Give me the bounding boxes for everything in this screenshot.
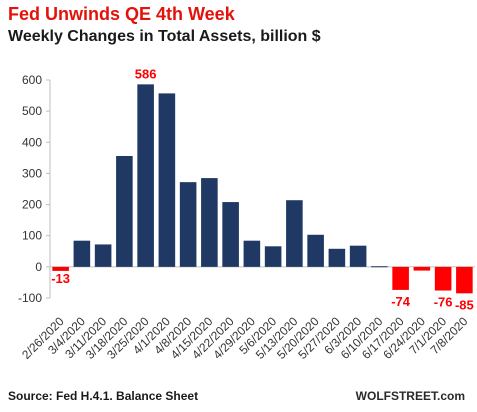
bar	[116, 155, 133, 267]
data-label: -74	[391, 294, 411, 309]
bar	[179, 182, 197, 267]
bar	[158, 93, 176, 267]
bar	[137, 84, 154, 267]
bar	[392, 266, 409, 290]
bar	[307, 234, 324, 267]
source-note: Source: Fed H.4.1. Balance Sheet	[8, 389, 199, 403]
data-label: 586	[135, 66, 157, 81]
data-label: -85	[455, 297, 474, 312]
bar	[264, 246, 282, 267]
bar	[243, 240, 261, 267]
bar	[73, 240, 91, 267]
y-tick-label: 400	[22, 135, 42, 149]
y-tick-label: 600	[22, 73, 42, 87]
y-tick-label: 300	[22, 166, 42, 180]
data-label: -13	[51, 271, 70, 286]
bar	[413, 266, 431, 271]
chart-subtitle: Weekly Changes in Total Assets, billion …	[8, 28, 321, 45]
bar	[52, 266, 69, 271]
y-tick-label: 200	[22, 198, 42, 212]
bar	[434, 266, 452, 291]
bar	[286, 200, 303, 267]
bar	[94, 244, 112, 267]
bar	[201, 178, 218, 267]
bar	[222, 202, 239, 267]
chart-title: Fed Unwinds QE 4th Week	[8, 4, 235, 24]
data-label: -76	[434, 295, 453, 310]
brand-label: WOLFSTREET.com	[355, 389, 465, 403]
y-tick-label: 500	[22, 104, 42, 118]
y-tick-label: 100	[22, 229, 42, 243]
bar	[328, 248, 346, 267]
bar	[349, 245, 367, 267]
y-tick-label: 0	[35, 260, 42, 274]
bar	[456, 266, 473, 294]
y-tick-label: -100	[18, 291, 42, 305]
bar	[371, 266, 388, 268]
